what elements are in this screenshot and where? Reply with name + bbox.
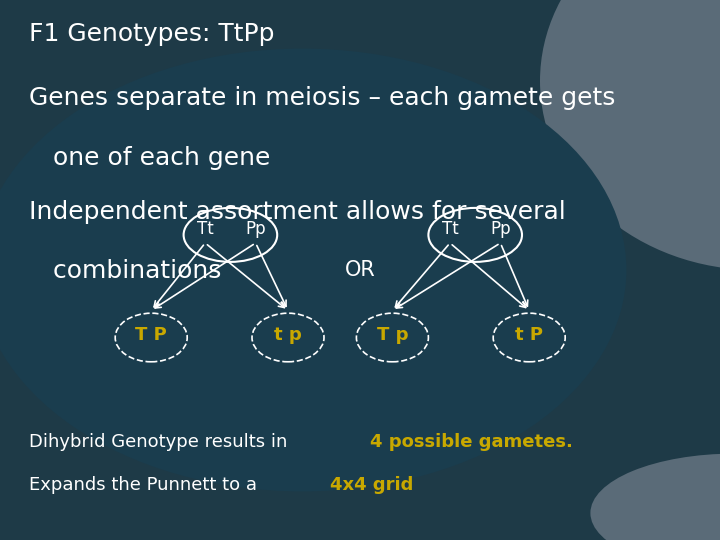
Text: combinations: combinations <box>29 259 221 283</box>
Text: OR: OR <box>345 260 375 280</box>
Text: Genes separate in meiosis – each gamete gets: Genes separate in meiosis – each gamete … <box>29 86 615 110</box>
Text: Tt: Tt <box>197 220 214 239</box>
Ellipse shape <box>0 49 626 491</box>
Text: 4 possible gametes.: 4 possible gametes. <box>369 433 572 451</box>
Text: 4x4 grid: 4x4 grid <box>330 476 414 494</box>
Text: T p: T p <box>377 326 408 344</box>
Text: T P: T P <box>135 326 167 344</box>
Text: F1 Genotypes: TtPp: F1 Genotypes: TtPp <box>29 22 274 45</box>
Text: Tt: Tt <box>441 220 459 239</box>
Text: Expands the Punnett to a: Expands the Punnett to a <box>29 476 263 494</box>
Text: Pp: Pp <box>246 220 266 239</box>
Text: t p: t p <box>274 326 302 344</box>
Ellipse shape <box>590 454 720 540</box>
Ellipse shape <box>540 0 720 270</box>
Text: Independent assortment allows for several: Independent assortment allows for severa… <box>29 200 565 224</box>
Text: Dihybrid Genotype results in: Dihybrid Genotype results in <box>29 433 293 451</box>
Text: Pp: Pp <box>490 220 510 239</box>
Text: t P: t P <box>516 326 543 344</box>
Text: one of each gene: one of each gene <box>29 146 270 170</box>
